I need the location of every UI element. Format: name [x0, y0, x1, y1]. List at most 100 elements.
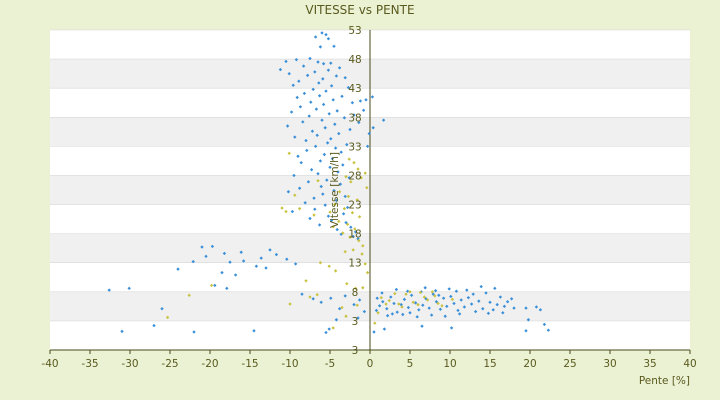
- data-point-series-2: [365, 185, 369, 190]
- y-tick-label: 33: [348, 141, 361, 153]
- x-tick-label: -5: [325, 358, 335, 370]
- data-point-series-1: [337, 131, 341, 136]
- data-point-series-1: [308, 56, 312, 61]
- data-point-series-1: [293, 135, 297, 139]
- x-tick-label: 10: [443, 358, 456, 370]
- data-point-series-1: [314, 107, 319, 111]
- data-point-series-1: [152, 323, 156, 328]
- data-point-series-1: [333, 122, 337, 126]
- data-point-series-1: [176, 267, 180, 271]
- x-tick-label: -40: [41, 358, 58, 370]
- y-tick-label: 3: [352, 316, 359, 328]
- data-point-series-1: [322, 152, 327, 157]
- data-point-series-1: [340, 94, 344, 99]
- data-point-series-1: [316, 60, 320, 64]
- data-point-series-1: [326, 68, 331, 72]
- data-point-series-2: [361, 244, 365, 248]
- x-tick-label: -15: [241, 358, 258, 370]
- x-tick-label: -25: [161, 358, 178, 370]
- data-point-series-1: [254, 264, 259, 268]
- y-tick-label: 38: [348, 112, 361, 124]
- data-point-series-1: [298, 105, 303, 109]
- data-point-series-1: [342, 116, 347, 120]
- data-point-series-1: [107, 288, 111, 292]
- data-point-series-1: [332, 44, 336, 48]
- data-point-series-1: [222, 251, 227, 256]
- x-tick-label: 25: [563, 358, 576, 370]
- data-point-series-1: [310, 129, 315, 133]
- data-point-series-1: [326, 37, 331, 41]
- y-tick-label: 48: [348, 54, 361, 66]
- data-point-series-2: [346, 194, 351, 199]
- data-point-series-1: [334, 198, 339, 203]
- data-point-series-1: [305, 148, 309, 153]
- data-point-series-1: [306, 180, 311, 184]
- data-point-series-1: [285, 124, 290, 128]
- data-point-series-1: [252, 329, 256, 333]
- chart-title: VITESSE vs PENTE: [305, 3, 414, 17]
- x-tick-label: -20: [201, 358, 218, 370]
- data-point-series-1: [289, 110, 294, 114]
- y-tick-label: 13: [348, 258, 361, 270]
- x-tick-label: -35: [81, 358, 98, 370]
- data-point-series-1: [213, 283, 217, 288]
- data-point-series-1: [301, 120, 305, 124]
- data-point-series-2: [357, 238, 361, 243]
- y-tick-label: 23: [348, 200, 361, 212]
- data-point-series-1: [341, 163, 345, 167]
- data-point-series-1: [286, 190, 291, 194]
- data-point-series-2: [342, 206, 347, 211]
- data-point-series-1: [349, 225, 353, 229]
- data-point-series-1: [321, 77, 325, 81]
- data-point-series-2: [187, 293, 191, 298]
- data-point-series-1: [127, 286, 131, 291]
- data-point-series-1: [509, 297, 514, 301]
- data-point-series-1: [225, 286, 229, 291]
- x-tick-label: 5: [407, 358, 414, 370]
- x-tick-label: 15: [483, 358, 496, 370]
- data-point-series-1: [313, 207, 317, 211]
- data-point-series-1: [228, 260, 232, 264]
- data-point-series-1: [321, 62, 326, 66]
- x-tick-label: 20: [523, 358, 536, 370]
- data-point-series-1: [538, 308, 543, 312]
- x-tick-label: -30: [121, 358, 138, 370]
- data-point-series-1: [329, 137, 333, 141]
- data-point-series-1: [361, 108, 366, 112]
- data-point-series-1: [326, 214, 331, 218]
- x-tick-labels: -40 -35 -30 -25 -20 -15 -10 -5 0 5 10 15 20 25 30 35 40: [41, 350, 697, 370]
- data-point-series-1: [329, 61, 333, 65]
- y-tick-label: 18: [348, 229, 361, 241]
- data-point-series-1: [350, 101, 355, 105]
- y-tick-label: 3: [352, 345, 359, 357]
- data-point-series-1: [220, 270, 224, 275]
- data-point-series-2: [353, 227, 357, 231]
- data-point-series-1: [284, 59, 288, 64]
- data-point-series-1: [302, 91, 307, 96]
- x-tick-label: 0: [367, 358, 374, 370]
- x-tick-label: 30: [603, 358, 616, 370]
- data-point-series-1: [311, 87, 315, 92]
- data-point-series-1: [313, 35, 318, 39]
- data-point-series-1: [346, 85, 351, 90]
- data-point-series-1: [309, 100, 313, 104]
- data-point-series-1: [297, 79, 301, 83]
- data-point-series-1: [370, 95, 375, 99]
- data-point-series-2: [337, 219, 341, 224]
- y-tick-label: 53: [348, 25, 361, 37]
- data-point-series-1: [318, 45, 323, 49]
- y-tick-label: 28: [348, 170, 361, 182]
- data-point-series-1: [381, 118, 386, 122]
- data-point-series-1: [321, 192, 325, 196]
- data-point-series-1: [287, 71, 291, 76]
- x-tick-label: 35: [643, 358, 656, 370]
- data-point-series-1: [295, 95, 299, 100]
- data-point-series-1: [324, 32, 328, 37]
- data-point-series-1: [526, 318, 531, 322]
- data-point-series-1: [290, 209, 295, 214]
- data-point-series-1: [335, 109, 339, 113]
- data-point-series-1: [313, 70, 317, 74]
- data-point-series-1: [321, 102, 326, 107]
- data-point-series-1: [317, 81, 321, 85]
